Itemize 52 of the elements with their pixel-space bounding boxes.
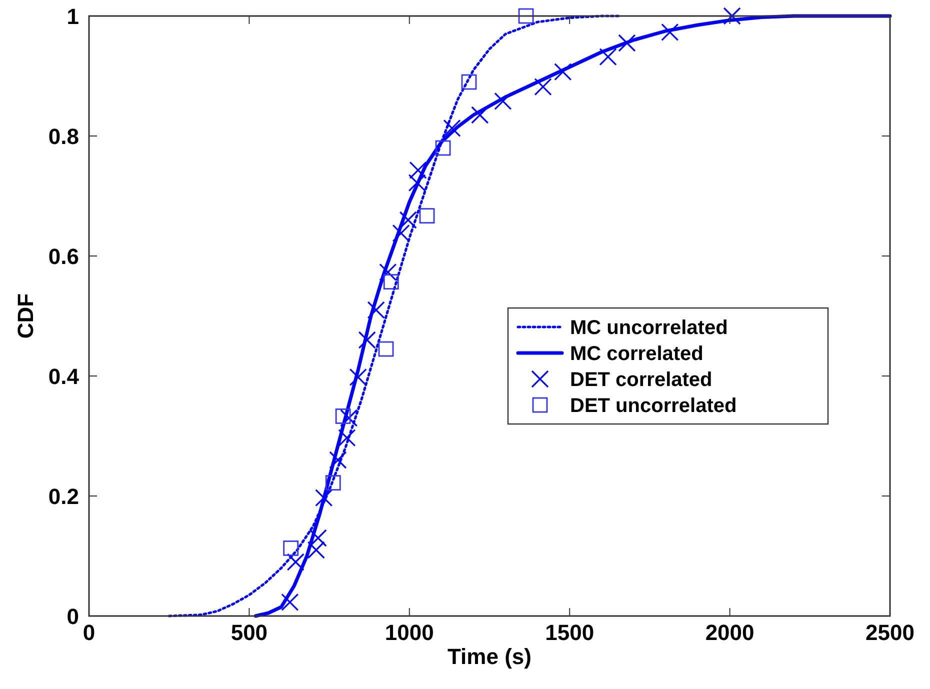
legend-label: MC uncorrelated bbox=[570, 317, 728, 339]
point bbox=[661, 23, 679, 41]
y-tick-label: 0.4 bbox=[48, 364, 80, 389]
x-tick-label: 0 bbox=[82, 620, 96, 645]
point bbox=[315, 489, 333, 507]
point bbox=[349, 368, 367, 386]
point bbox=[309, 529, 327, 547]
point bbox=[435, 140, 451, 156]
point bbox=[443, 119, 461, 137]
point bbox=[723, 7, 741, 25]
y-tick-label: 0 bbox=[66, 604, 79, 629]
x-tick-label: 500 bbox=[230, 620, 268, 645]
point bbox=[367, 301, 385, 319]
point bbox=[340, 409, 358, 427]
point bbox=[338, 429, 356, 447]
y-axis-title: CDF bbox=[13, 293, 38, 339]
x-tick-label: 1500 bbox=[545, 620, 594, 645]
point bbox=[283, 540, 299, 556]
point bbox=[399, 211, 417, 229]
point bbox=[461, 74, 477, 90]
point bbox=[534, 78, 552, 96]
legend-label: MC correlated bbox=[570, 343, 704, 365]
point bbox=[379, 263, 397, 281]
x-tick-label: 2000 bbox=[705, 620, 754, 645]
point bbox=[286, 553, 304, 571]
point bbox=[281, 593, 299, 611]
legend-label: DET uncorrelated bbox=[570, 395, 737, 417]
point bbox=[392, 224, 410, 242]
point bbox=[618, 34, 636, 52]
y-tick-label: 0.8 bbox=[48, 124, 79, 149]
point bbox=[383, 274, 399, 290]
point bbox=[335, 408, 351, 424]
y-tick-label: 1 bbox=[66, 4, 79, 29]
x-tick-label: 2500 bbox=[866, 620, 914, 645]
point bbox=[409, 161, 427, 179]
point bbox=[358, 331, 376, 349]
x-axis-title: Time (s) bbox=[448, 644, 532, 669]
point bbox=[419, 208, 435, 224]
point bbox=[307, 541, 325, 559]
point bbox=[471, 106, 489, 124]
x-tick-label: 1000 bbox=[384, 620, 434, 645]
point bbox=[325, 475, 341, 490]
point bbox=[494, 92, 512, 110]
point bbox=[329, 451, 347, 469]
y-tick-label: 0.6 bbox=[48, 244, 79, 269]
point bbox=[408, 174, 426, 192]
point bbox=[554, 63, 572, 81]
point bbox=[378, 341, 394, 357]
y-tick-label: 0.2 bbox=[48, 484, 79, 509]
point bbox=[518, 8, 534, 24]
point bbox=[599, 48, 617, 66]
legend-label: DET correlated bbox=[570, 369, 712, 391]
